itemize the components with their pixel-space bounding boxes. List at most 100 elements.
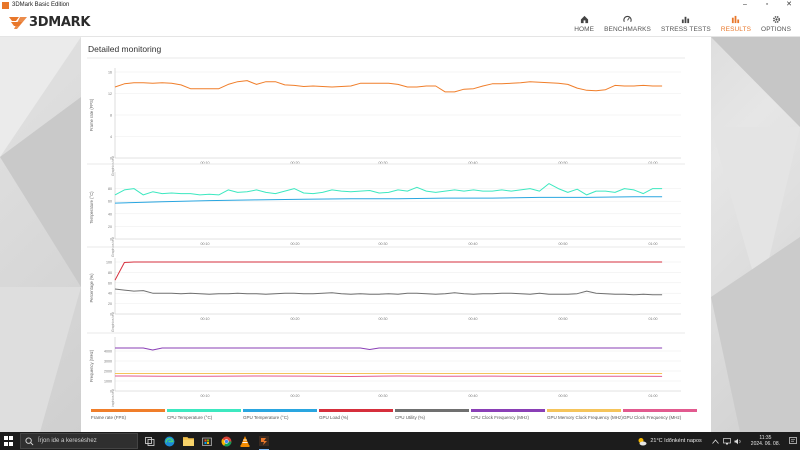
x-tick-label: 00:20: [291, 242, 300, 246]
y-tick-label: 0: [110, 238, 112, 242]
legend-swatch: [91, 409, 165, 412]
network-icon[interactable]: [722, 437, 731, 445]
3dmark-logo-icon: [9, 16, 27, 29]
page-title: Detailed monitoring: [88, 44, 162, 54]
results-icon: [731, 14, 741, 24]
tray-icons: [712, 437, 745, 445]
legend-item[interactable]: CPU Temperature (°C): [167, 409, 241, 420]
legend-item[interactable]: GPU Temperature (°C): [243, 409, 317, 420]
x-tick-label: 00:10: [201, 242, 210, 246]
legend-label: CPU Clock Frequency (MHz): [471, 415, 530, 420]
nav-results[interactable]: RESULTS: [716, 10, 756, 37]
nav-home-label: HOME: [574, 26, 595, 33]
x-tick-label: 00:10: [201, 317, 210, 321]
x-tick-label: 00:50: [559, 317, 568, 321]
main-nav: HOME BENCHMARKS STRESS TESTS RESULTS OPT…: [569, 10, 796, 37]
x-tick-label: 00:10: [201, 394, 210, 398]
x-tick-label: 00:50: [559, 242, 568, 246]
volume-icon[interactable]: [734, 437, 742, 445]
series-line: [114, 261, 663, 281]
x-tick-label: 00:30: [379, 242, 388, 246]
series-line: [114, 375, 663, 377]
x-tick-label: 01:00: [649, 242, 658, 246]
x-tick-label: 00:20: [291, 394, 300, 398]
weather-widget[interactable]: 21°C Időnként napos: [637, 437, 702, 446]
taskbar-search[interactable]: Írjon ide a kereséshez: [20, 433, 138, 449]
vlc-icon[interactable]: [237, 432, 253, 450]
legend-item[interactable]: GPU Clock Frequency (MHz): [623, 409, 697, 420]
nav-benchmarks[interactable]: BENCHMARKS: [599, 10, 656, 37]
notification-icon[interactable]: [788, 432, 798, 450]
clock-time: 11:35: [759, 435, 772, 441]
window-titlebar: 3DMark Basic Edition – ▫ ✕: [0, 0, 800, 10]
y-tick-label: 100: [106, 261, 112, 265]
chrome-icon[interactable]: [218, 432, 234, 450]
y-tick-label: 60: [108, 281, 112, 285]
y-axis-label: Temperature (°C): [89, 191, 94, 224]
nav-stress-tests[interactable]: STRESS TESTS: [656, 10, 716, 37]
y-tick-label: 3000: [104, 360, 112, 364]
y-tick-label: 40: [108, 292, 112, 296]
nav-options[interactable]: OPTIONS: [756, 10, 796, 37]
minimize-button[interactable]: –: [743, 1, 747, 8]
legend-swatch: [243, 409, 317, 412]
legend-item[interactable]: CPU Clock Frequency (MHz): [471, 409, 545, 420]
x-tick-label: 01:00: [649, 317, 658, 321]
x-tick-label: 00:40: [469, 242, 478, 246]
windows-taskbar: Írjon ide a kereséshez 21°C Időnként nap…: [0, 432, 800, 450]
app-header: 3DMARK HOME BENCHMARKS STRESS TESTS RESU…: [0, 10, 800, 37]
maximize-button[interactable]: ▫: [765, 1, 769, 8]
y-tick-label: 80: [108, 271, 112, 275]
system-tray: 21°C Időnként napos 11:35 2024. 06. 08.: [637, 432, 800, 450]
nav-results-label: RESULTS: [720, 26, 752, 33]
legend-swatch: [623, 409, 697, 412]
x-tick-label: 00:50: [559, 161, 568, 165]
legend-swatch: [547, 409, 621, 412]
y-tick-label: 16: [108, 71, 112, 75]
x-tick-label: 01:00: [649, 394, 658, 398]
close-button[interactable]: ✕: [786, 1, 792, 8]
x-tick-label: 00:40: [469, 161, 478, 165]
nav-home[interactable]: HOME: [569, 10, 599, 37]
weather-text: 21°C Időnként napos: [650, 438, 702, 444]
legend-item[interactable]: GPU Memory Clock Frequency (MHz): [547, 409, 623, 420]
legend-item[interactable]: Frame rate (FPS): [91, 409, 165, 420]
start-button[interactable]: [4, 436, 14, 446]
y-tick-label: 20: [108, 225, 112, 229]
nav-options-label: OPTIONS: [761, 26, 791, 33]
legend-label: CPU Utility (%): [395, 415, 425, 420]
chevron-up-icon[interactable]: [712, 437, 720, 445]
x-tick-label: 00:10: [201, 161, 210, 165]
x-tick-label: 00:40: [469, 394, 478, 398]
y-tick-label: 20: [108, 302, 112, 306]
y-tick-label: 80: [108, 187, 112, 191]
app-icon: [2, 1, 9, 9]
y-tick-label: 4000: [104, 350, 112, 354]
test-marker-label: Graphics test: [111, 156, 115, 176]
monitoring-charts: 0 4 8 12 16 00:10 00:20 00:30 00:40 00:50 01:00 Fra…: [87, 57, 685, 407]
test-marker-label: Graphics test: [111, 389, 115, 407]
legend-item[interactable]: CPU Utility (%): [395, 409, 469, 420]
y-tick-label: 0: [110, 390, 112, 394]
logo: 3DMARK: [8, 15, 90, 30]
x-tick-label: 00:30: [379, 317, 388, 321]
store-icon[interactable]: [199, 432, 215, 450]
series-line: [114, 183, 663, 196]
3dmark-icon[interactable]: [256, 432, 272, 450]
search-icon: [25, 436, 34, 445]
x-tick-label: 00:40: [469, 317, 478, 321]
legend-label: GPU Temperature (°C): [243, 415, 289, 420]
logo-text: 3DMARK: [29, 15, 91, 30]
legend-label: Frame rate (FPS): [91, 415, 127, 420]
legend-label: GPU Memory Clock Frequency (MHz): [547, 415, 623, 420]
bars-icon: [681, 14, 691, 24]
series-line: [114, 196, 663, 204]
file-explorer-icon[interactable]: [180, 432, 196, 450]
home-icon: [579, 14, 589, 24]
legend-swatch: [167, 409, 241, 412]
legend-label: GPU Load (%): [319, 415, 349, 420]
task-view-icon[interactable]: [142, 432, 158, 450]
taskbar-clock[interactable]: 11:35 2024. 06. 08.: [751, 435, 780, 447]
edge-icon[interactable]: [161, 432, 177, 450]
legend-item[interactable]: GPU Load (%): [319, 409, 393, 420]
